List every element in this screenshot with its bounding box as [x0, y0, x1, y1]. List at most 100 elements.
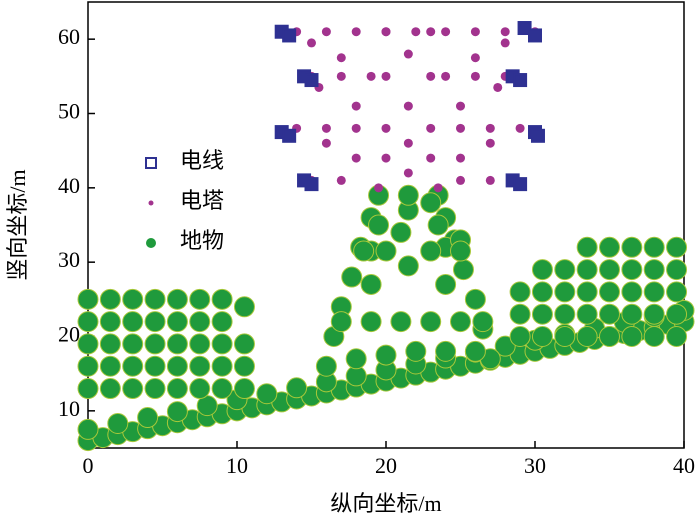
point [433, 183, 443, 193]
point [599, 281, 620, 303]
point [211, 355, 233, 377]
point [341, 266, 363, 288]
x-tick-label: 10 [226, 453, 248, 478]
point [485, 175, 495, 185]
point [286, 377, 308, 399]
point [576, 236, 598, 258]
x-tick-label: 40 [673, 453, 695, 478]
point [189, 333, 211, 355]
point [599, 259, 620, 281]
point [189, 288, 211, 310]
point [321, 123, 331, 133]
point [360, 273, 382, 295]
point [77, 311, 99, 333]
point [390, 311, 412, 333]
point [666, 236, 688, 258]
y-tick-label: 50 [58, 99, 80, 124]
point [405, 340, 427, 362]
point [411, 27, 421, 37]
point [282, 28, 297, 43]
point [77, 378, 99, 400]
x-axis-label: 纵向坐标/m [330, 491, 441, 516]
point [166, 333, 188, 355]
point [531, 326, 553, 347]
point [531, 259, 553, 281]
point [515, 123, 525, 133]
point [554, 303, 576, 325]
point [330, 311, 352, 333]
point [494, 335, 516, 357]
point [509, 303, 531, 325]
point [621, 303, 643, 325]
point [351, 27, 361, 37]
point [621, 326, 643, 347]
point [189, 311, 211, 333]
point [554, 281, 576, 303]
point [99, 378, 121, 400]
point [144, 333, 166, 355]
point [144, 311, 166, 333]
x-tick-label: 20 [375, 453, 397, 478]
point [77, 333, 99, 355]
point [435, 340, 457, 362]
point [77, 288, 99, 310]
point [599, 236, 620, 258]
legend-marker [145, 157, 157, 169]
point [233, 296, 255, 318]
point [435, 273, 457, 295]
y-tick-label: 60 [58, 24, 80, 49]
point [470, 27, 480, 37]
x-tick-label: 30 [524, 453, 546, 478]
legend-label: 地物 [180, 228, 224, 253]
point [211, 288, 233, 310]
point [576, 259, 598, 281]
point [233, 355, 255, 377]
point [211, 378, 233, 400]
point [381, 153, 391, 163]
x-tick-label: 0 [83, 453, 94, 478]
point [166, 401, 188, 423]
point [381, 71, 391, 81]
point [189, 355, 211, 377]
point [137, 407, 159, 429]
point [166, 355, 188, 377]
point [456, 175, 465, 185]
point [517, 21, 532, 36]
point [374, 183, 384, 193]
point [599, 303, 620, 325]
point [122, 311, 144, 333]
point [122, 333, 144, 355]
legend-marker [146, 238, 156, 248]
legend-marker [148, 200, 154, 206]
point [528, 28, 542, 43]
point [531, 303, 553, 325]
point [554, 326, 576, 347]
point [621, 236, 643, 258]
point [336, 175, 346, 185]
point [403, 168, 413, 178]
point [77, 418, 99, 440]
point [666, 259, 688, 281]
point [621, 281, 643, 303]
point [576, 326, 598, 347]
point [256, 383, 278, 405]
point [166, 288, 188, 310]
point [122, 378, 144, 400]
point [375, 240, 397, 262]
point [233, 378, 255, 400]
point [472, 311, 494, 333]
point [531, 281, 553, 303]
point [452, 259, 474, 281]
point [360, 311, 382, 333]
point [144, 288, 166, 310]
legend-label: 电塔 [180, 188, 224, 213]
point [211, 333, 233, 355]
y-tick-label: 20 [58, 322, 80, 347]
point [509, 281, 531, 303]
point [144, 378, 166, 400]
point [427, 214, 449, 236]
point [397, 255, 419, 277]
point [509, 326, 531, 347]
point [450, 240, 471, 262]
